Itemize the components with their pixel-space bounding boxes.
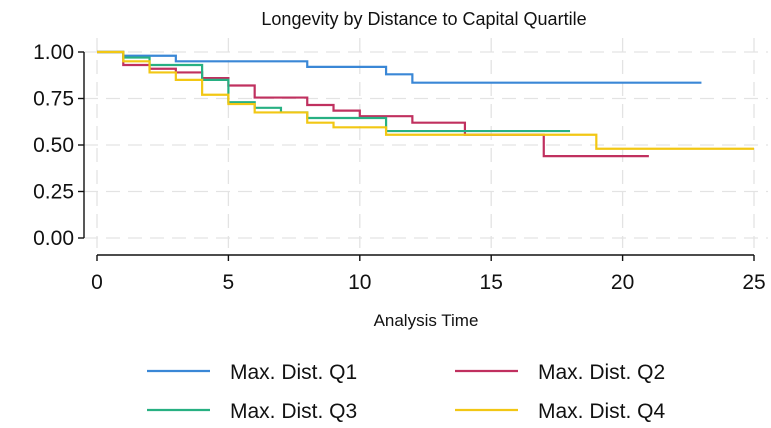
x-tick-label: 5 [223, 271, 235, 294]
x-axis-label: Analysis Time [374, 311, 479, 330]
legend-label-q4: Max. Dist. Q4 [538, 400, 666, 423]
series-layer [97, 50, 754, 158]
x-tick-label: 0 [91, 271, 103, 294]
series-line-q1 [97, 50, 702, 84]
grid [84, 38, 768, 248]
y-tick-label: 0.25 [33, 181, 74, 204]
x-tick-label: 25 [742, 271, 765, 294]
legend-label-q2: Max. Dist. Q2 [538, 361, 665, 384]
legend-label-q1: Max. Dist. Q1 [230, 361, 357, 384]
x-tick-label: 20 [611, 271, 634, 294]
axes: 0.00 0.25 0.50 0.75 1.00 0 5 10 15 20 25 [33, 41, 766, 294]
y-tick-label: 1.00 [33, 41, 74, 64]
legend-label-q3: Max. Dist. Q3 [230, 400, 357, 423]
x-tick-label: 15 [480, 271, 503, 294]
series-line-q2 [97, 50, 649, 158]
x-tick-label: 10 [348, 271, 371, 294]
y-tick-label: 0.75 [33, 88, 74, 111]
y-tick-label: 0.50 [33, 134, 74, 157]
chart-title: Longevity by Distance to Capital Quartil… [261, 9, 586, 29]
series-line-q3 [97, 50, 571, 133]
series-line-q4 [97, 50, 754, 150]
legend: Max. Dist. Q1 Max. Dist. Q2 Max. Dist. Q3 M… [147, 361, 666, 423]
y-tick-label: 0.00 [33, 227, 74, 250]
